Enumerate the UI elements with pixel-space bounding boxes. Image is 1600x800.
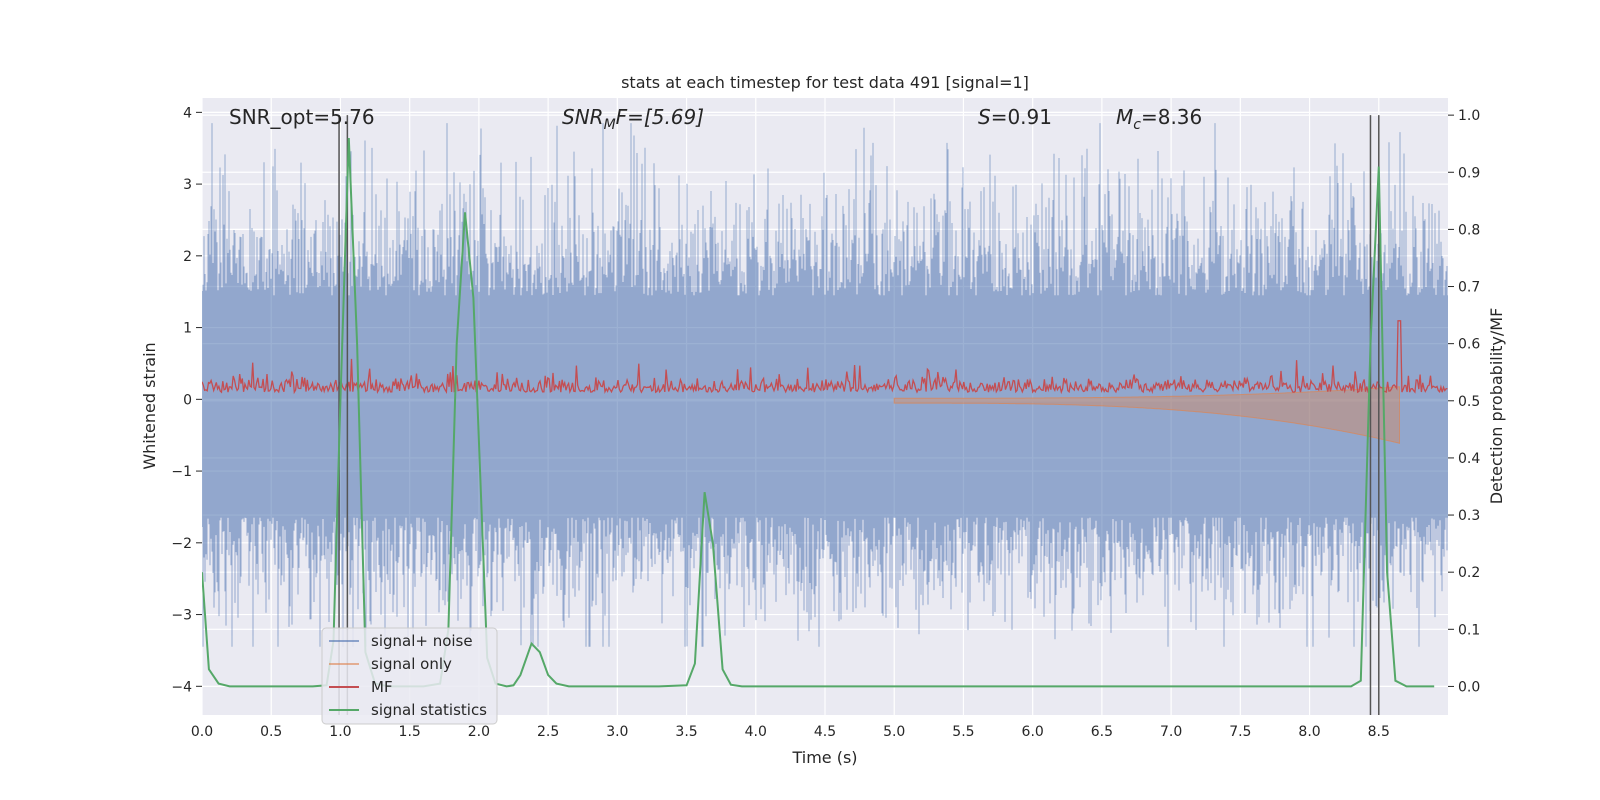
s-main: S	[978, 105, 991, 129]
right-y-axis-ticks: 1.0 0.9 0.8 0.7 0.6 0.5 0.4 0.3 0.2 0.1 0.0	[1448, 108, 1480, 695]
annotation-snr-opt: SNR_opt=5.76	[229, 105, 375, 129]
right-y-tick-label: 0.2	[1458, 565, 1480, 581]
x-tick-label: 1.5	[399, 724, 421, 740]
left-y-tick-label: 0	[183, 392, 192, 408]
x-tick-label: 2.0	[468, 724, 490, 740]
left-y-tick-label: −1	[171, 464, 192, 480]
x-tick-label: 1.0	[329, 724, 351, 740]
left-y-tick-label: 1	[183, 321, 192, 337]
mc-rest: =8.36	[1141, 105, 1202, 129]
x-tick-label: 6.5	[1091, 724, 1113, 740]
left-y-axis-ticks: 4 3 2 1 0 −1 −2 −3 −4	[171, 105, 202, 695]
x-axis-ticks: 0.0 0.5 1.0 1.5 2.0 2.5 3.0 3.5 4.0 4.5 5.0 5.5 6.0 6…	[191, 724, 1390, 740]
merger-vertical-lines	[338, 115, 1380, 715]
right-y-tick-label: 0.5	[1458, 394, 1480, 410]
right-y-tick-label: 0.9	[1458, 165, 1480, 181]
left-y-tick-label: −3	[171, 608, 192, 624]
x-tick-label: 5.0	[883, 724, 905, 740]
left-y-tick-label: 3	[183, 177, 192, 193]
left-y-tick-label: 4	[183, 105, 192, 121]
annotation-s: S=0.91	[978, 105, 1052, 129]
snr-mf-main: SNR	[562, 105, 604, 129]
signal-noise-series	[202, 123, 1448, 647]
x-tick-label: 4.0	[745, 724, 767, 740]
x-tick-label: 8.5	[1368, 724, 1390, 740]
x-tick-label: 0.0	[191, 724, 213, 740]
x-tick-label: 3.5	[675, 724, 697, 740]
right-y-tick-label: 1.0	[1458, 108, 1480, 124]
right-y-tick-label: 0.0	[1458, 679, 1480, 695]
left-y-tick-label: 2	[183, 249, 192, 265]
mc-sub: c	[1133, 117, 1141, 133]
annotation-mc: Mc=8.36	[1116, 105, 1202, 133]
right-y-tick-label: 0.6	[1458, 337, 1480, 353]
x-tick-label: 8.0	[1298, 724, 1320, 740]
legend-label-mf: MF	[371, 678, 393, 696]
right-y-tick-label: 0.4	[1458, 451, 1480, 467]
right-y-tick-label: 0.3	[1458, 508, 1480, 524]
legend-label-signal-noise: signal+ noise	[371, 632, 473, 650]
chart-title: stats at each timestep for test data 491…	[621, 73, 1029, 92]
s-rest: =0.91	[991, 105, 1052, 129]
x-tick-label: 6.0	[1022, 724, 1044, 740]
x-tick-label: 4.5	[814, 724, 836, 740]
legend-label-signal-statistics: signal statistics	[371, 701, 487, 719]
legend: signal+ noise signal only MF signal stat…	[321, 627, 498, 725]
signal-statistics-series	[202, 137, 1435, 688]
signal-only-series	[893, 386, 1400, 444]
right-y-tick-label: 0.7	[1458, 280, 1480, 296]
x-tick-label: 7.0	[1160, 724, 1182, 740]
x-tick-label: 7.5	[1229, 724, 1251, 740]
left-y-tick-label: −2	[171, 536, 192, 552]
annotation-snr-mf: SNRMF=[5.69]	[562, 105, 704, 133]
left-y-tick-label: −4	[171, 679, 192, 695]
mf-series	[202, 320, 1448, 395]
mc-main: M	[1116, 105, 1133, 129]
snr-mf-sub: M	[604, 117, 616, 133]
legend-box	[321, 627, 498, 725]
x-tick-label: 5.5	[952, 724, 974, 740]
legend-label-signal-only: signal only	[371, 655, 452, 673]
x-tick-label: 2.5	[537, 724, 559, 740]
snr-mf-rest: F=[5.69]	[616, 105, 704, 129]
x-axis-label: Time (s)	[791, 748, 857, 767]
right-y-axis-label: Detection probability/MF	[1487, 308, 1506, 505]
left-y-axis-label: Whitened strain	[140, 342, 159, 469]
right-y-tick-label: 0.8	[1458, 222, 1480, 238]
x-tick-label: 3.0	[606, 724, 628, 740]
x-tick-label: 0.5	[260, 724, 282, 740]
right-y-tick-label: 0.1	[1458, 622, 1480, 638]
